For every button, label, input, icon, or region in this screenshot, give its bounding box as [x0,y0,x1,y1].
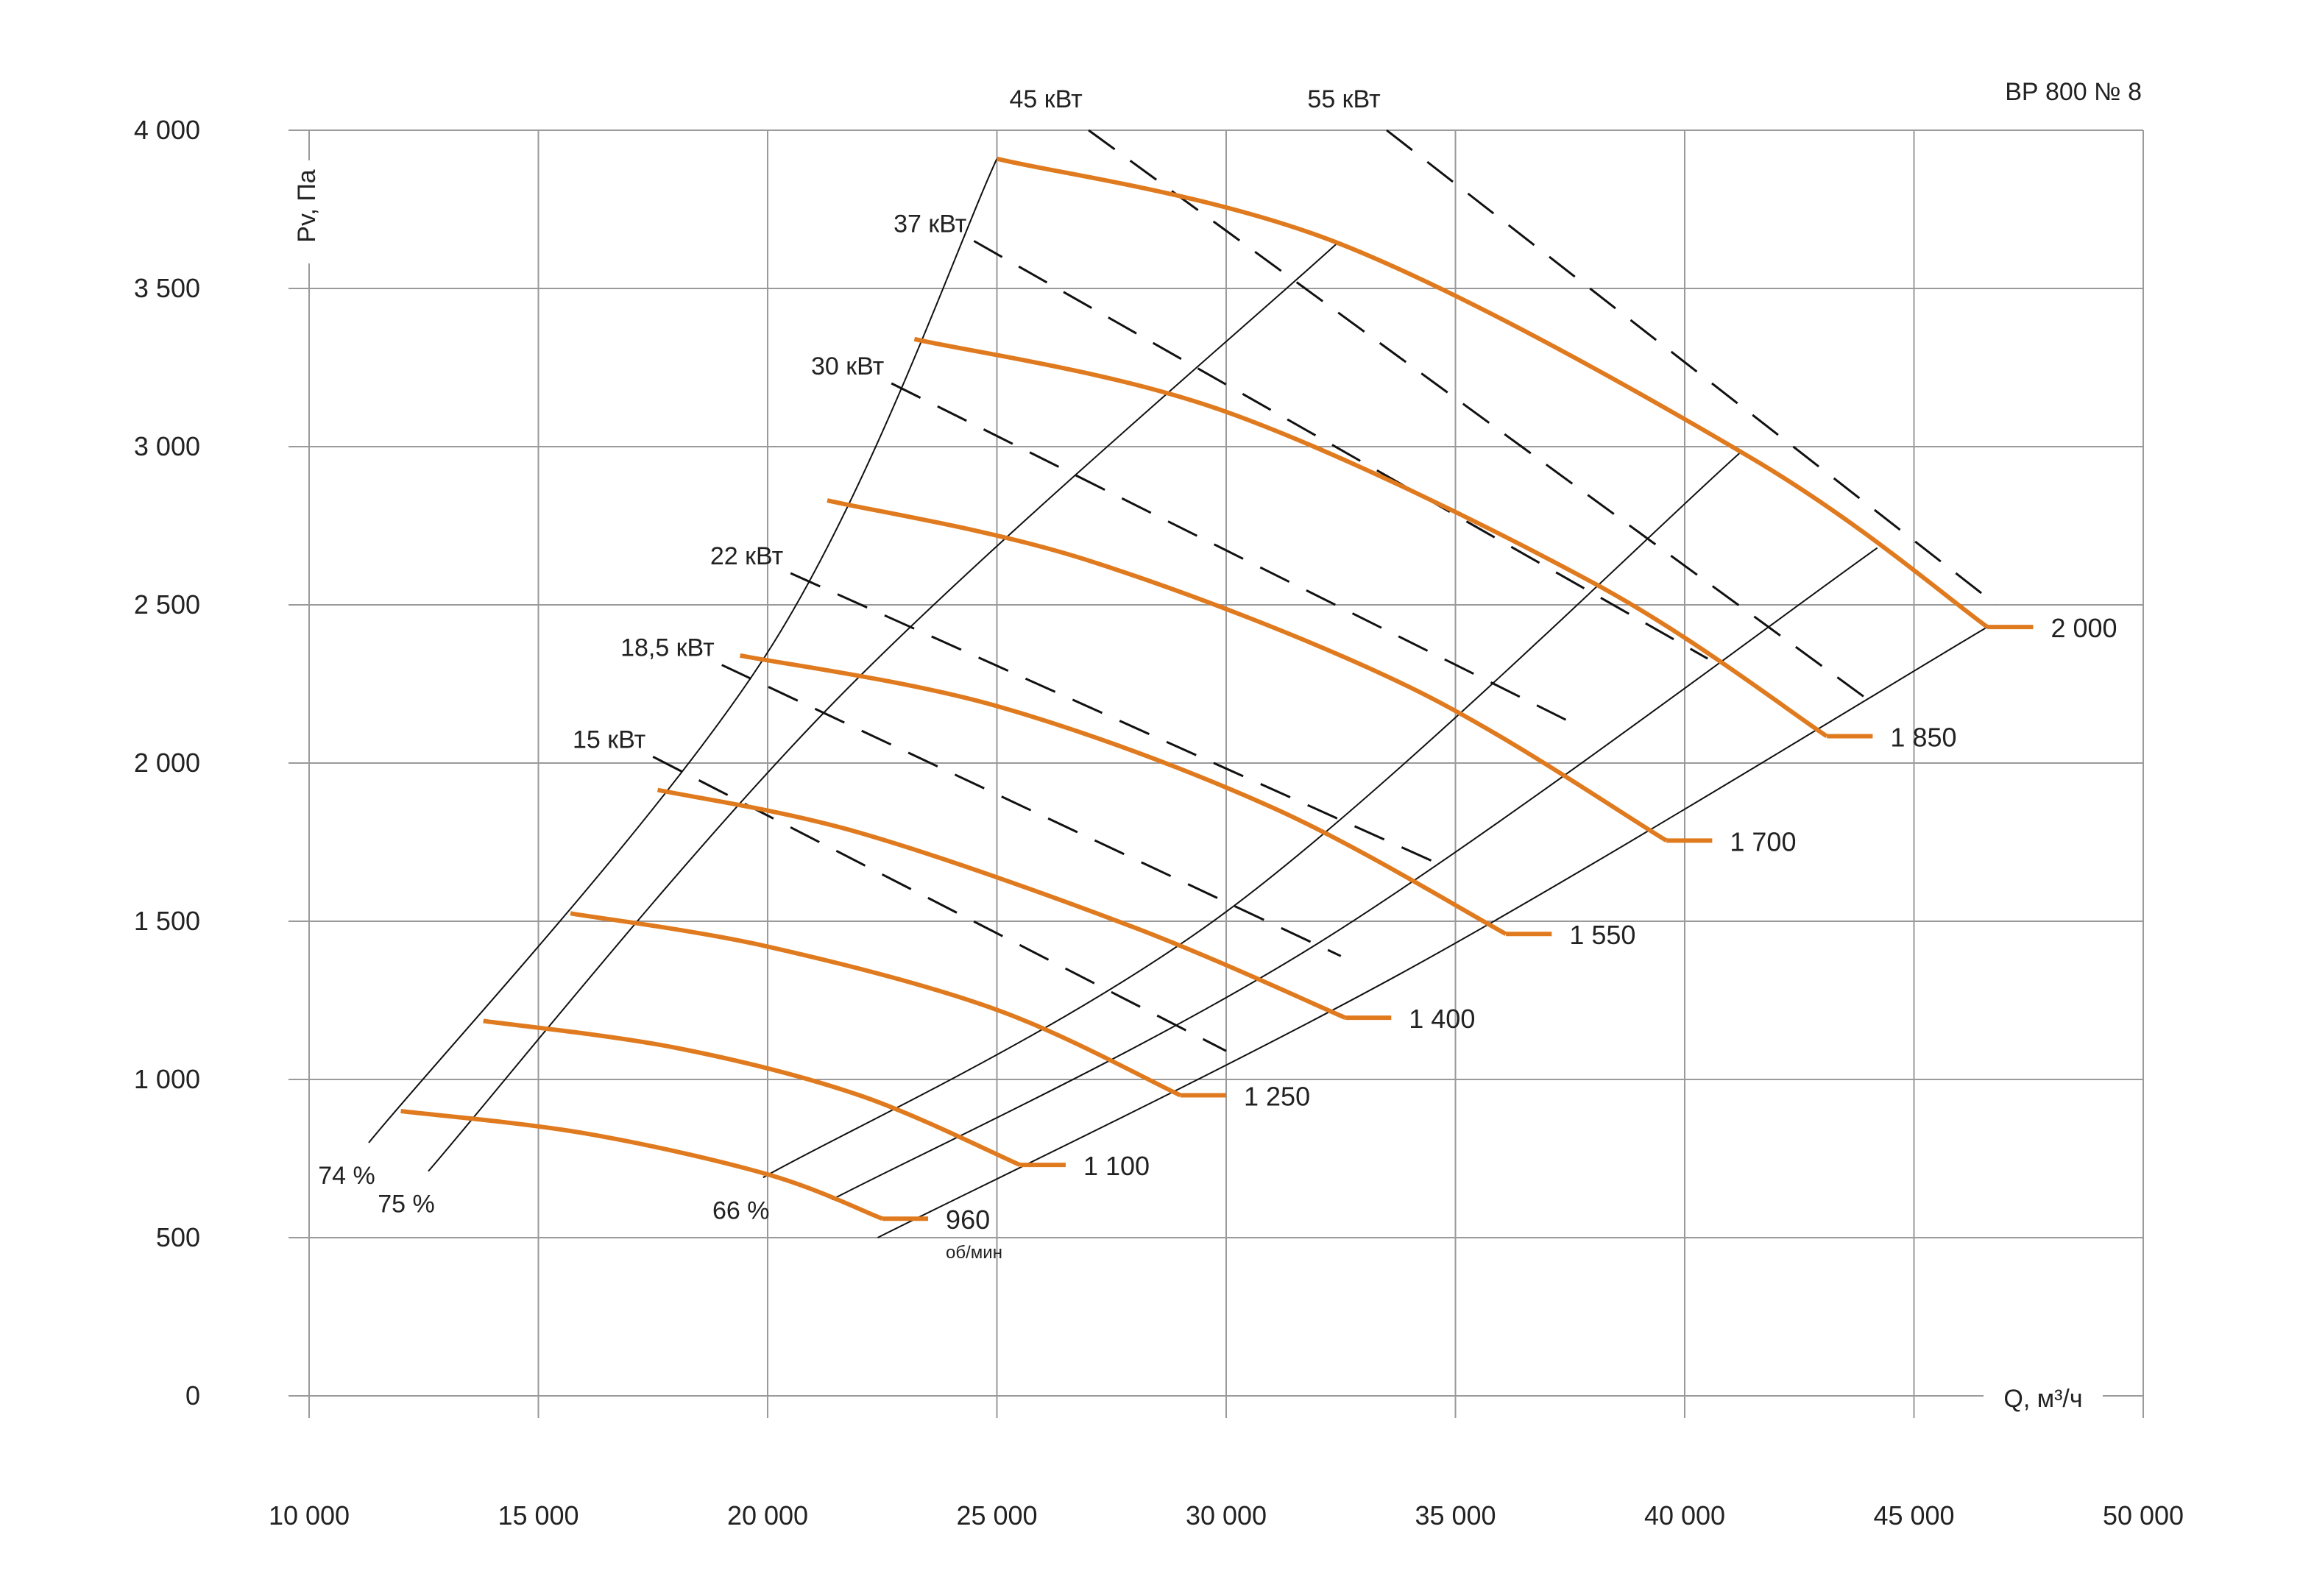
x-axis-ticks: 10 000 15 000 20 000 25 000 30 000 35 000 40 0… [269,1500,2184,1531]
y-tick-label: 4 000 [134,115,200,145]
efficiency-line [368,158,998,1143]
power-label: 37 кВт [894,210,966,238]
y-tick-label: 1 500 [134,906,200,936]
rpm-label: 1 550 [1569,920,1635,950]
rpm-curve [570,911,1181,1098]
y-tick-label: 0 [185,1380,200,1411]
power-line [1386,129,1998,606]
efficiency-label: 66 % [712,1196,770,1224]
rpm-curve [827,498,1668,843]
rpm-curve [996,156,1989,629]
power-line [652,756,1227,1052]
power-label: 45 кВт [1009,85,1082,113]
power-label: 15 кВт [573,726,645,753]
power-line [721,664,1342,957]
rpm-curve [657,787,1347,1020]
axis-labels: Pv, Па Q, м³/ч [293,160,2103,1414]
power-line [973,240,1708,660]
rpm-curve [740,653,1507,936]
y-tick-label: 2 000 [134,748,200,778]
efficiency-label: 74 % [318,1162,375,1190]
efficiency-line [428,244,1337,1172]
y-tick-label: 500 [156,1222,200,1252]
rpm-label: 960 [946,1205,990,1235]
rpm-label: 1 100 [1083,1151,1150,1181]
x-tick-label: 25 000 [956,1500,1037,1531]
y-axis-ticks: 0 500 1 000 1 500 2 000 2 500 3 000 3 500 4 000 [134,115,200,1411]
x-tick-label: 30 000 [1186,1500,1267,1531]
efficiency-label: 75 % [378,1191,435,1219]
rpm-curve [400,1109,883,1221]
y-axis-label: Pv, Па [293,169,321,242]
power-lines: 15 кВт 18,5 кВт 22 кВт 30 кВт 37 кВт 45 кВт 55… [573,85,1998,1052]
x-tick-label: 20 000 [727,1500,808,1531]
rpm-label: 1 400 [1409,1004,1475,1034]
x-axis-label: Q, м³/ч [2003,1385,2082,1413]
power-label: 30 кВт [811,352,884,380]
rpm-label: 1 250 [1244,1082,1310,1112]
rpm-label: 1 700 [1730,826,1796,856]
rpm-curve [913,336,1828,739]
power-line [790,572,1433,862]
rpm-curve [483,1018,1021,1167]
power-line [891,382,1571,723]
rpm-unit-label: об/мин [946,1243,1002,1263]
x-tick-label: 40 000 [1644,1500,1725,1531]
y-tick-label: 2 500 [134,589,200,620]
x-tick-label: 50 000 [2103,1500,2184,1531]
x-tick-label: 35 000 [1415,1500,1496,1531]
x-tick-label: 15 000 [498,1500,578,1531]
efficiency-line [762,452,1741,1179]
power-label: 55 кВт [1307,85,1380,113]
rpm-label: 1 850 [1890,722,1956,752]
efficiency-lines: 74 %75 % 66 % [318,158,1988,1238]
power-line [1088,129,1869,701]
x-tick-label: 10 000 [269,1500,350,1531]
power-label: 18,5 кВт [620,634,715,662]
y-tick-label: 3 000 [134,431,200,461]
y-tick-label: 3 500 [134,273,200,303]
power-label: 22 кВт [710,542,783,570]
efficiency-line [877,626,1988,1238]
x-tick-label: 45 000 [1873,1500,1954,1531]
rpm-label: 2 000 [2050,613,2117,643]
y-tick-label: 1 000 [134,1064,200,1094]
chart-title: ВР 800 № 8 [2005,78,2142,106]
grid [289,130,2144,1418]
rpm-curves: 960 об/мин 1 100 1 250 1 400 1 550 1 700 1 850 2… [400,156,2117,1263]
